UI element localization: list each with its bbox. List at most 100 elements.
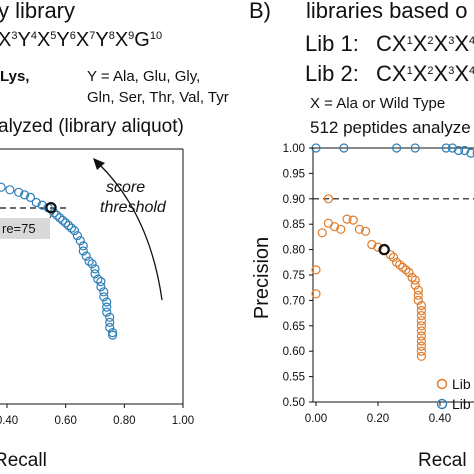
- lib1-seq-part-1: 1: [406, 35, 413, 47]
- panel-b-y-tick-3: 0.65: [283, 321, 305, 333]
- panel-a-x-tick-3: 1.00: [172, 415, 194, 427]
- lib2-seq-part-6: X: [454, 61, 469, 86]
- panel-b-y-tick-4: 0.70: [283, 295, 305, 307]
- panel-b-y-tick-10: 1.00: [283, 143, 305, 155]
- seq-a-part-15: 10: [149, 30, 163, 42]
- seq-a-part-13: 9: [128, 30, 135, 42]
- panel-a-annotation-2: threshold: [100, 199, 167, 216]
- lib2-label: Lib 2:: [305, 61, 359, 86]
- panel-b-point-0-29: [416, 316, 426, 326]
- panel-b-point-1-3: [410, 143, 420, 153]
- panel-b-point-0-27: [416, 306, 426, 316]
- lib1-sequence: CX1X2X3X4: [376, 33, 474, 55]
- seq-a-part-4: X: [36, 29, 51, 51]
- seq-a-part-3: 4: [30, 30, 37, 42]
- panel-a-point-0-34: [84, 256, 94, 266]
- panel-a-point-0-37: [90, 269, 100, 279]
- panel-a-score-box-label: re=75: [2, 221, 36, 236]
- lib2-seq-part-1: 1: [406, 65, 413, 77]
- panel-b-point-0-7: [348, 215, 358, 225]
- panel-a-analyzed-note: alyzed (library aliquot): [0, 116, 184, 137]
- panel-b-title: libraries based o: [306, 0, 468, 23]
- panel-a-y-definition-1: Y = Ala, Glu, Gly,: [87, 68, 201, 85]
- panel-a-arrowhead: [93, 158, 105, 170]
- panel-b-point-0-30: [416, 321, 426, 331]
- panel-a-point-0-15: [14, 187, 24, 197]
- panel-b-point-0-21: [410, 275, 420, 285]
- lib2-seq-part-2: X: [412, 61, 428, 86]
- panel-b-x-tick-1: 0.20: [367, 413, 389, 425]
- panel-a-point-0-24: [58, 215, 68, 225]
- panel-b-y-tick-9: 0.95: [283, 168, 305, 180]
- panel-a-y-definition-2: Gln, Ser, Thr, Val, Tyr: [87, 89, 229, 106]
- panel-a-point-0-18: [31, 197, 41, 208]
- lib2-seq-part-3: 2: [427, 65, 434, 77]
- panel-b-point-2-0: [378, 243, 390, 256]
- panel-b-point-0-5: [336, 224, 346, 234]
- panel-b-point-1-4: [441, 143, 451, 153]
- panel-b-point-0-37: [323, 194, 333, 204]
- panel-b-point-1-8: [466, 148, 474, 158]
- panel-a-point-0-29: [72, 231, 83, 241]
- panel-a-point-0-39: [96, 277, 106, 287]
- seq-a-part-9: 7: [89, 30, 96, 42]
- panel-b-point-0-6: [342, 214, 352, 224]
- panel-a-point-0-50: [107, 330, 118, 340]
- panel-a-point-0-38: [93, 274, 103, 284]
- panel-a-point-0-22: [52, 210, 62, 220]
- panel-b-point-0-8: [354, 224, 364, 234]
- panel-b-points: [311, 143, 474, 361]
- panel-b-y-ticks: 0.50 0.55 0.60 0.65 0.70 0.75 0.80 0.85 0.90 0.95…: [283, 143, 313, 409]
- panel-b-point-0-9: [361, 226, 371, 236]
- lib2-seq-part-7: 4: [469, 65, 474, 77]
- panel-b-y-tick-8: 0.90: [283, 194, 305, 206]
- panel-b-point-0-0: [311, 289, 321, 299]
- panel-a-point-0-44: [102, 302, 112, 312]
- panel-b-y-tick-1: 0.55: [283, 372, 305, 384]
- panel-b-point-0-18: [401, 265, 411, 275]
- panel-a-score-box: [0, 218, 50, 239]
- lib1-seq-part-5: 3: [448, 35, 455, 47]
- panel-b-point-0-32: [416, 331, 426, 341]
- panel-a-title: y library: [0, 0, 76, 23]
- panel-b-point-0-17: [398, 262, 408, 272]
- panel-a-point-0-36: [90, 264, 100, 274]
- panel-a-point-0-43: [102, 297, 112, 307]
- panel-a-point-0-25: [61, 218, 71, 228]
- panel-b-point-0-15: [392, 257, 402, 267]
- panel-b-y-tick-0: 0.50: [283, 397, 305, 409]
- panel-b-x-ticks: 0.00 0.20 0.40: [305, 402, 451, 425]
- panel-a-x-ticks: 0.40 0.60 0.80 1.00: [0, 404, 194, 427]
- panel-b-label: B): [249, 0, 271, 23]
- panel-b-analyzed-note: 512 peptides analyze: [310, 118, 471, 137]
- panel-a-point-0-33: [81, 251, 91, 261]
- panel-b-point-0-33: [416, 336, 426, 346]
- panel-a-point-0-14: [5, 185, 15, 195]
- panel-b-point-0-26: [416, 300, 426, 311]
- panel-a-point-0-26: [63, 220, 74, 231]
- lib1-seq-part-2: X: [412, 31, 428, 56]
- panel-b-legend-label-0: Lib: [452, 376, 471, 392]
- panel-b-point-0-16: [395, 260, 405, 270]
- panel-b-legend: Lib Lib: [436, 376, 471, 412]
- panel-b-point-0-19: [404, 267, 414, 278]
- panel-a-point-0-32: [78, 246, 88, 256]
- lib2-seq-part-0: CX: [376, 61, 407, 86]
- panel-a-sequence: X3Y4X5Y6X7Y8X9G10: [0, 30, 162, 50]
- panel-a-point-0-47: [105, 317, 115, 327]
- panel-b-y-tick-6: 0.80: [283, 245, 305, 257]
- panel-a-point-0-16: [20, 190, 30, 200]
- panel-a-point-0-40: [96, 282, 106, 292]
- panel-a-points: [0, 182, 118, 340]
- lib2-sequence: CX1X2X3X4: [376, 63, 474, 85]
- seq-a-part-10: Y: [95, 29, 109, 51]
- seq-a-part-6: Y: [56, 29, 70, 51]
- panel-b-point-0-23: [413, 285, 423, 295]
- panel-b-point-0-4: [330, 222, 340, 232]
- panel-b-legend-marker-1: [436, 398, 448, 410]
- lib1-seq-part-0: CX: [376, 31, 407, 56]
- panel-b-point-0-11: [373, 242, 383, 252]
- lib1-seq-part-4: X: [433, 31, 449, 56]
- panel-b-point-0-2: [317, 228, 327, 238]
